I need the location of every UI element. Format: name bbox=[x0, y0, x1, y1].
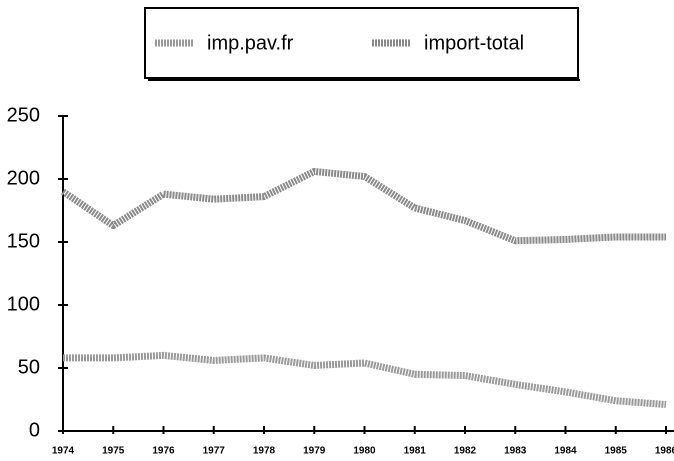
legend-box bbox=[144, 7, 579, 79]
x-tick-label: 1981 bbox=[404, 446, 427, 457]
y-tick-label: 0 bbox=[29, 419, 40, 441]
legend-label: import-total bbox=[424, 32, 524, 54]
y-tick-label: 200 bbox=[7, 167, 40, 189]
x-tick-label: 1984 bbox=[554, 446, 577, 457]
series-line bbox=[63, 351, 667, 409]
x-tick-label: 1974 bbox=[52, 446, 75, 457]
y-tick-label: 100 bbox=[7, 293, 40, 315]
x-tick-label: 1979 bbox=[303, 446, 326, 457]
x-tick-label: 1983 bbox=[504, 446, 527, 457]
x-tick-label: 1976 bbox=[152, 446, 175, 457]
x-tick-label: 1982 bbox=[454, 446, 477, 457]
x-tick-label: 1985 bbox=[605, 446, 628, 457]
x-tick-label: 1977 bbox=[203, 446, 226, 457]
legend-label: imp.pav.fr bbox=[207, 32, 294, 54]
x-tick-label: 1975 bbox=[102, 446, 125, 457]
y-tick-label: 250 bbox=[7, 104, 40, 126]
x-tick-label: 1986 bbox=[655, 446, 674, 457]
y-tick-label: 50 bbox=[18, 356, 40, 378]
x-tick-label: 1978 bbox=[253, 446, 276, 457]
x-tick-label: 1980 bbox=[353, 446, 376, 457]
series-line bbox=[61, 167, 666, 245]
y-tick-label: 150 bbox=[7, 230, 40, 252]
